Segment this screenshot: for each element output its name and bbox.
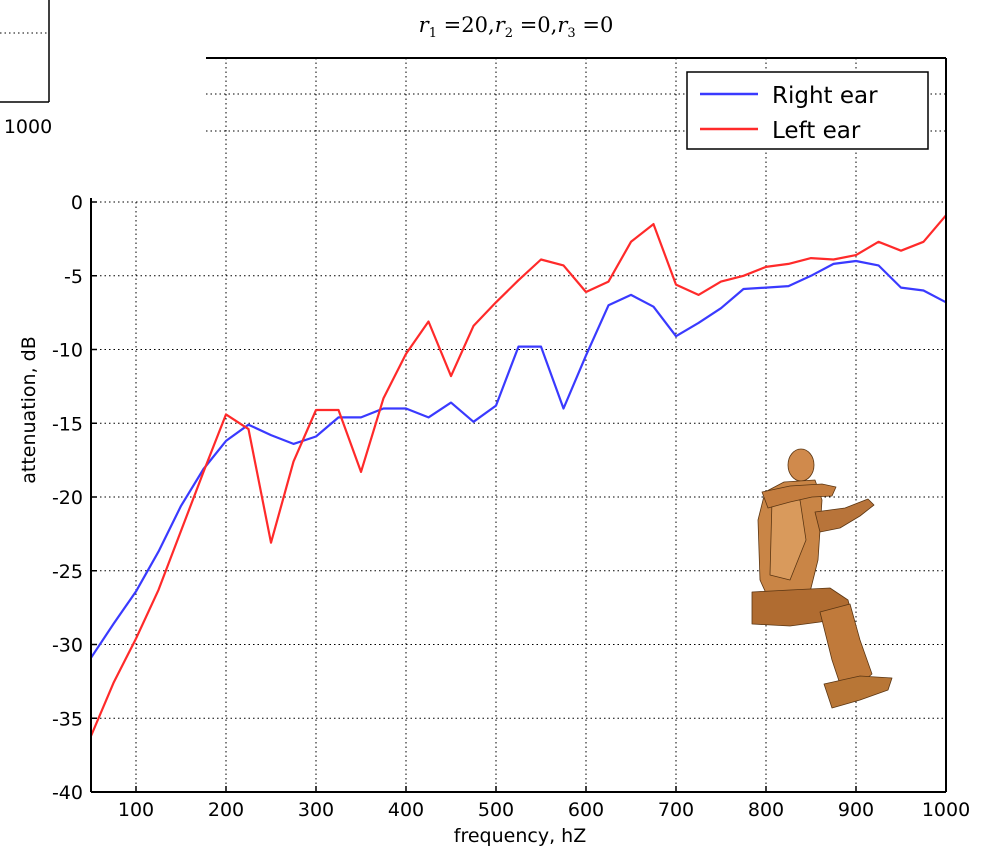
y-tick-label: -20 bbox=[52, 487, 83, 509]
grid bbox=[91, 58, 947, 793]
plot-series bbox=[89, 214, 947, 737]
legend-label-right-ear: Right ear bbox=[772, 83, 878, 109]
title-r3-value: 0 bbox=[600, 13, 613, 37]
figure-forward-arm bbox=[814, 498, 875, 533]
x-axis-label: frequency, hZ bbox=[454, 825, 586, 847]
series-line-right-ear bbox=[90, 259, 947, 659]
x-tick-label: 800 bbox=[748, 799, 784, 821]
y-tick-label: -5 bbox=[64, 266, 83, 288]
legend-box bbox=[686, 71, 929, 150]
x-tick-label: 1000 bbox=[922, 799, 970, 821]
y-tick-labels: 0 -5 -10 -15 -20 -25 -30 -35 -40 bbox=[52, 192, 83, 804]
title-r2-value: 0 bbox=[537, 13, 550, 37]
figure-head bbox=[787, 448, 815, 482]
legend: Right ear Left ear bbox=[686, 71, 929, 150]
x-tick-label: 200 bbox=[208, 799, 244, 821]
axes bbox=[90, 58, 947, 793]
y-tick-label: -35 bbox=[52, 708, 83, 730]
x-tick-label: 100 bbox=[118, 799, 154, 821]
partial-panel-tick-label: 1000 bbox=[4, 116, 52, 138]
y-tick-label: -40 bbox=[52, 782, 83, 804]
y-tick-label: -15 bbox=[52, 413, 83, 435]
x-tick-labels: 100 200 300 400 500 600 700 800 900 1000 bbox=[118, 799, 970, 821]
x-tick-label: 300 bbox=[298, 799, 334, 821]
y-axis-label: attenuation, dB bbox=[18, 336, 40, 484]
y-tick-label: -25 bbox=[52, 561, 83, 583]
title-r1-value: 20 bbox=[461, 13, 488, 37]
x-tick-label: 400 bbox=[388, 799, 424, 821]
x-tick-label: 900 bbox=[838, 799, 874, 821]
y-tick-label: -30 bbox=[52, 635, 83, 657]
partial-neighbor-panel: 1000 bbox=[0, 0, 52, 138]
x-tick-label: 600 bbox=[568, 799, 604, 821]
x-tick-label: 500 bbox=[478, 799, 514, 821]
chart-title: r1 =20,r2 =0,r3 =0 bbox=[419, 13, 614, 41]
legend-label-left-ear: Left ear bbox=[772, 118, 861, 144]
human-figure-illustration bbox=[751, 448, 893, 709]
y-tick-label: -10 bbox=[52, 340, 83, 362]
figure-feet bbox=[823, 675, 893, 709]
figure-raised-arm bbox=[761, 483, 837, 509]
series-line-left-ear bbox=[89, 214, 947, 737]
x-tick-label: 700 bbox=[658, 799, 694, 821]
y-tick-label: 0 bbox=[71, 192, 83, 214]
